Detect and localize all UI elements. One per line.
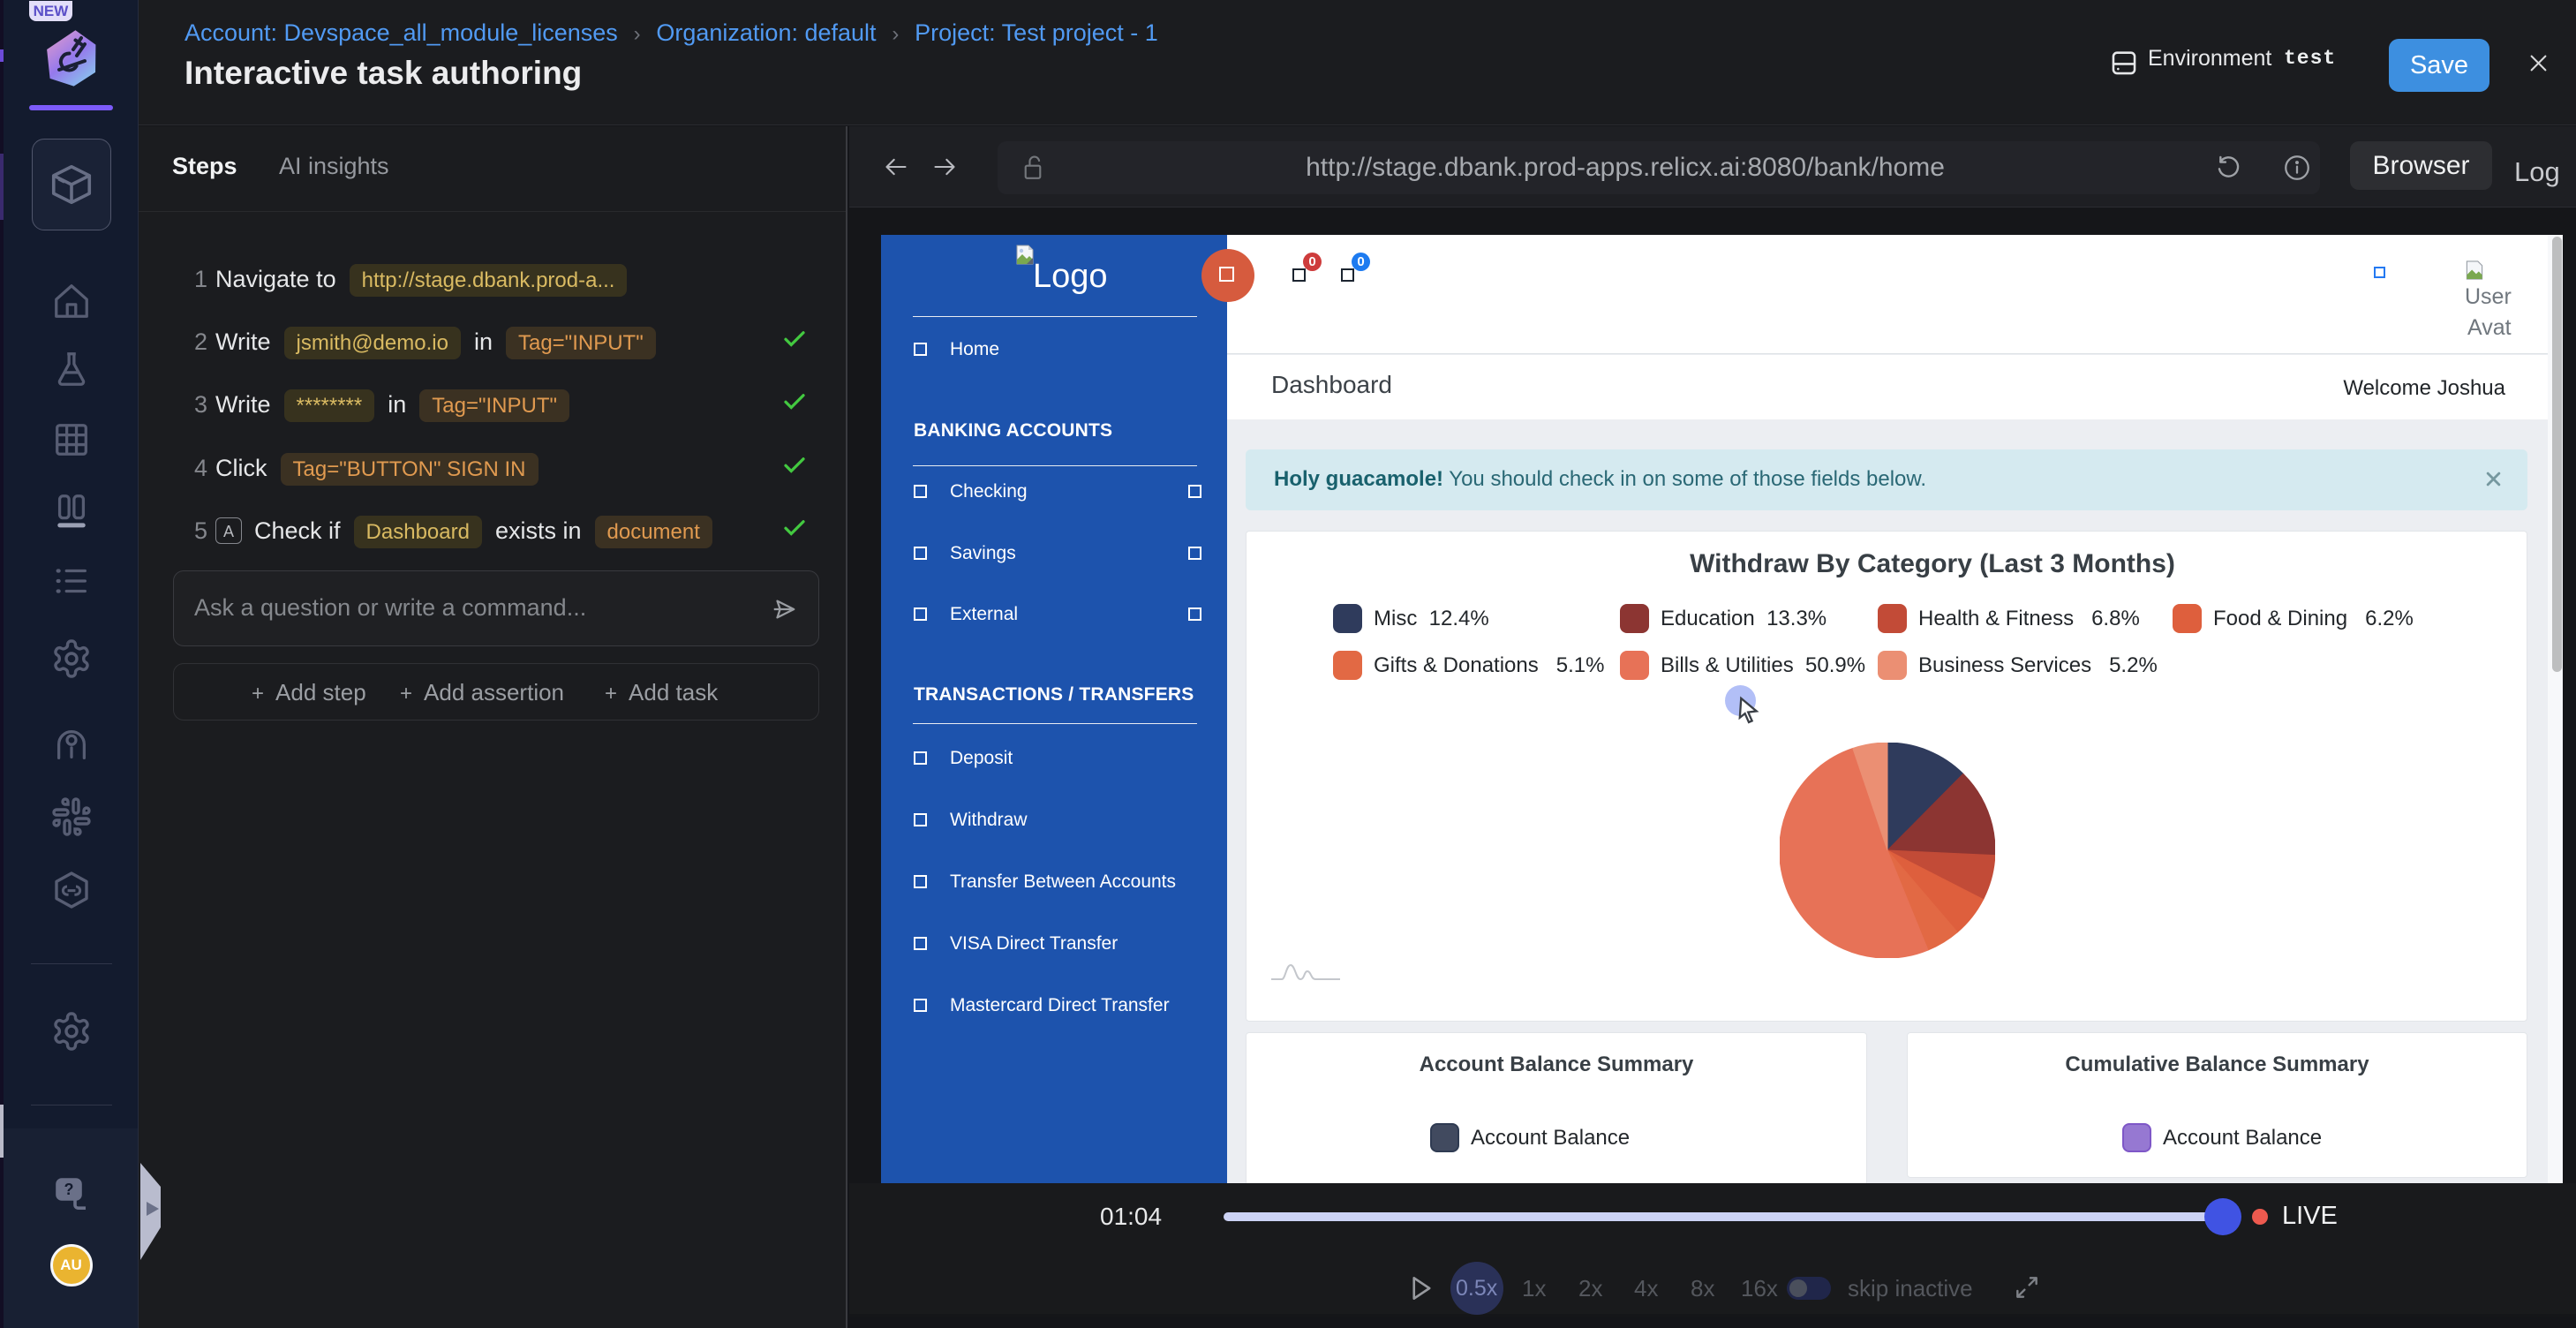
svg-text:?: ? — [64, 1181, 73, 1198]
